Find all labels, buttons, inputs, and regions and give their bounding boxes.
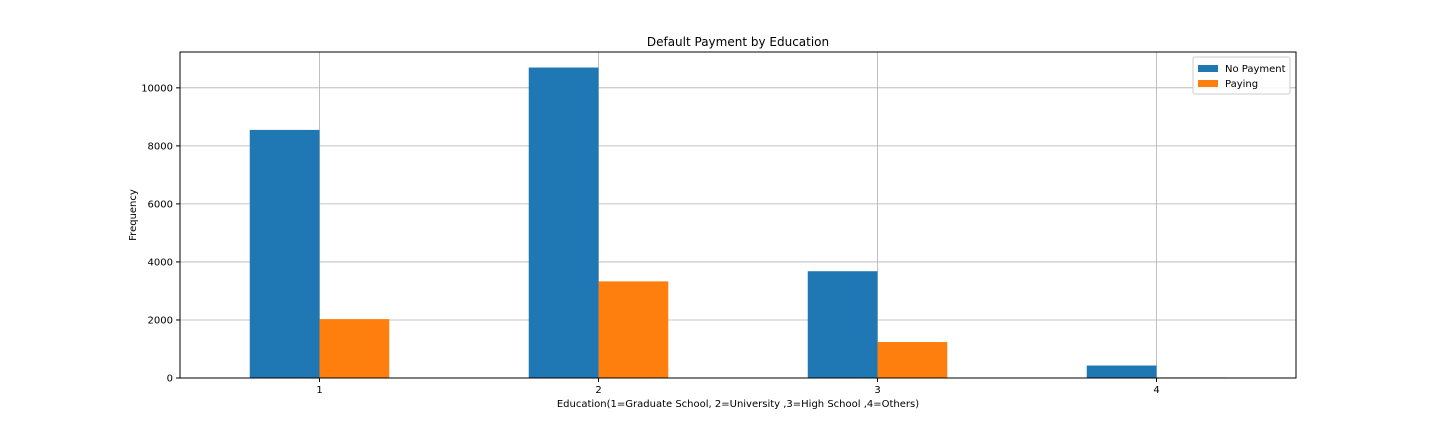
axis-ticks: 0 2000 4000 6000 8000 10000 1 2 3 4	[141, 83, 1160, 396]
legend-label: Paying	[1225, 79, 1258, 90]
x-tick-label: 4	[1153, 385, 1159, 396]
legend: No Payment Paying	[1192, 56, 1291, 95]
y-tick-label: 8000	[148, 141, 173, 152]
bar-paying-2	[598, 281, 669, 378]
legend-swatch	[1198, 80, 1218, 87]
chart-title: Default Payment by Education	[647, 35, 829, 49]
bars	[249, 67, 1227, 379]
y-tick-label: 0	[167, 374, 173, 385]
legend-label: No Payment	[1225, 64, 1286, 75]
bar-paying-1	[319, 319, 390, 378]
plot-frame	[179, 51, 1297, 379]
x-tick-label: 1	[316, 385, 322, 396]
bar-no-payment-2	[528, 67, 599, 379]
bar-no-payment-1	[249, 129, 320, 378]
y-tick-label: 2000	[148, 315, 173, 326]
bar-no-payment-4	[1086, 365, 1157, 378]
bar-no-payment-3	[807, 271, 878, 378]
y-axis-label: Frequency	[128, 189, 139, 241]
y-tick-label: 6000	[148, 199, 173, 210]
x-tick-label: 3	[874, 385, 880, 396]
x-tick-label: 2	[595, 385, 601, 396]
x-axis-label: Education(1=Graduate School, 2=Universit…	[557, 399, 919, 410]
y-tick-label: 10000	[141, 83, 173, 94]
bar-paying-3	[877, 342, 948, 378]
y-tick-label: 4000	[148, 257, 173, 268]
legend-swatch	[1198, 65, 1218, 72]
